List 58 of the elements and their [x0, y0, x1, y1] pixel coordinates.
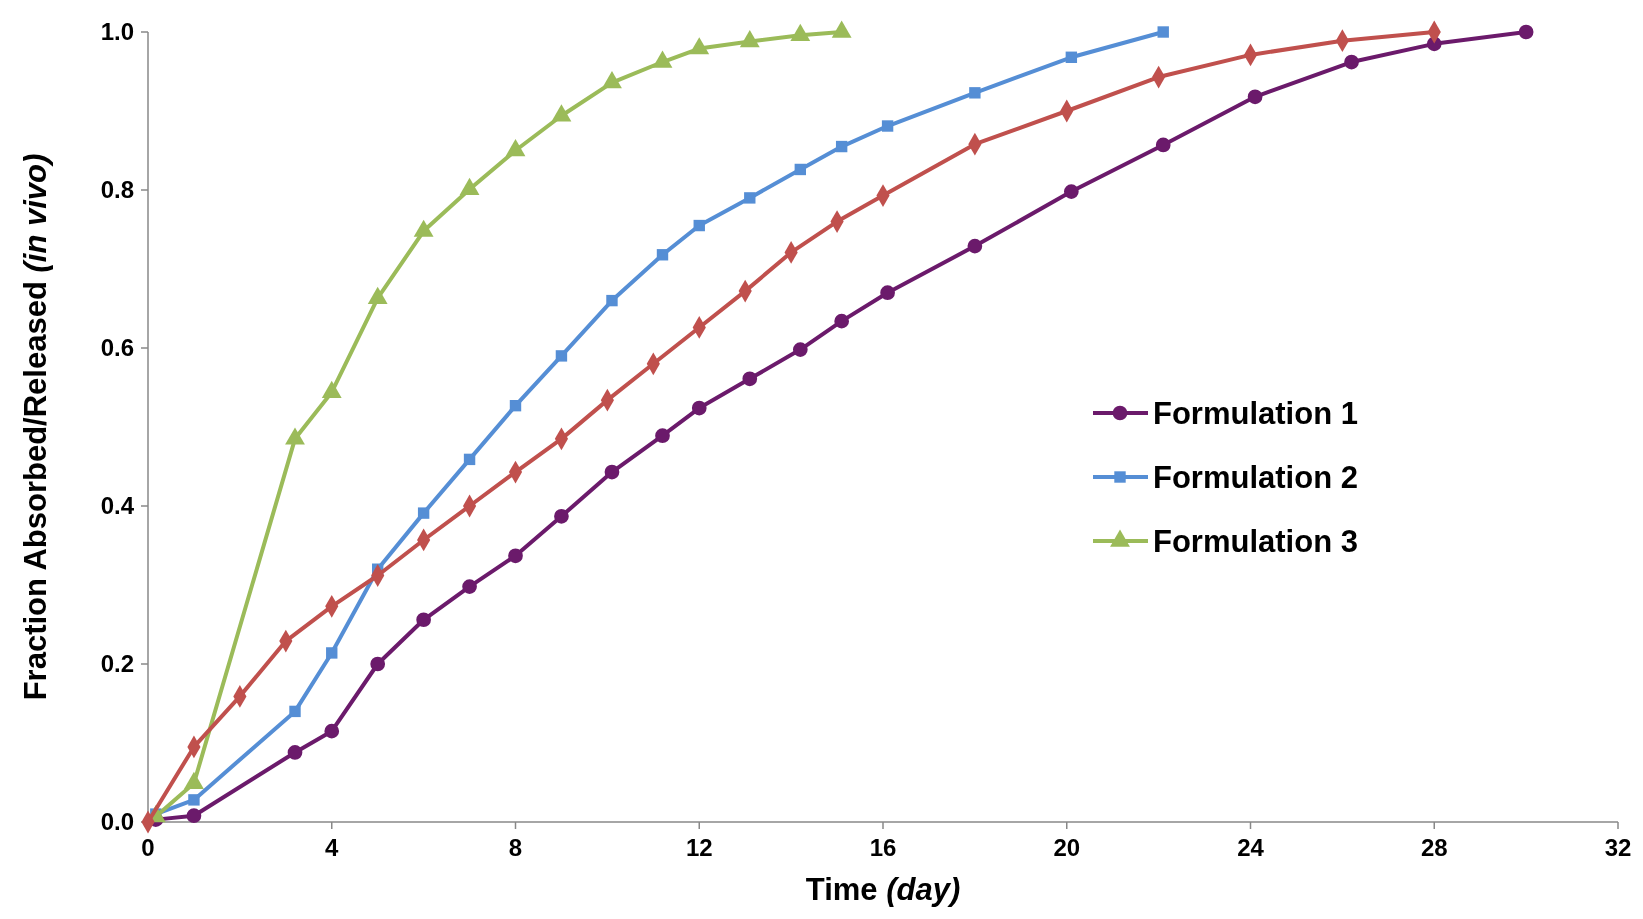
point: [792, 342, 808, 357]
x-axis-title: Time (day): [805, 872, 961, 907]
y-tick-label: 0.2: [100, 650, 134, 677]
point: [555, 350, 568, 362]
point: [655, 428, 670, 444]
x-tick-label: 8: [508, 834, 523, 861]
point: [289, 705, 301, 718]
point: [880, 285, 895, 301]
point: [326, 647, 338, 659]
y-tick-label: 0.4: [100, 492, 135, 519]
point: [693, 219, 705, 232]
x-tick-label: 32: [1604, 834, 1632, 861]
point: [554, 508, 569, 524]
point: [1157, 26, 1169, 38]
point: [1344, 54, 1359, 70]
x-tick-label: 12: [685, 834, 713, 861]
point: [604, 464, 620, 480]
point: [186, 808, 202, 824]
point: [606, 294, 618, 307]
point: [794, 163, 807, 176]
point: [508, 548, 523, 564]
point: [509, 399, 522, 412]
point: [656, 249, 669, 261]
x-tick-label: 20: [1053, 834, 1081, 861]
legend-label: Formulation 1: [1153, 396, 1358, 431]
point: [1518, 24, 1534, 40]
x-tick-label: 24: [1237, 834, 1265, 861]
point: [881, 120, 894, 132]
y-axis-title: Fraction Absorbed/Released (in vivo): [18, 153, 53, 701]
point: [417, 507, 430, 519]
point: [967, 238, 983, 254]
point: [1155, 137, 1171, 153]
y-tick-label: 1.0: [100, 18, 134, 45]
point: [969, 87, 981, 99]
y-tick-label: 0.0: [100, 808, 134, 835]
legend-label: Formulation 2: [1153, 460, 1358, 495]
y-tick-label: 0.8: [100, 176, 134, 203]
point: [416, 612, 431, 628]
legend-label: Formulation 3: [1153, 524, 1358, 559]
point: [1063, 184, 1079, 199]
point: [287, 745, 303, 760]
point: [188, 794, 200, 806]
x-tick-label: 0: [141, 834, 155, 861]
x-tick-label: 4: [325, 834, 340, 861]
point: [744, 192, 756, 204]
x-tick-label: 28: [1420, 834, 1448, 861]
point: [370, 656, 386, 672]
point: [324, 723, 340, 739]
x-tick-label: 16: [869, 834, 897, 861]
y-tick-label: 0.6: [100, 334, 134, 361]
point: [462, 579, 477, 594]
point: [1247, 89, 1263, 105]
point: [742, 371, 758, 387]
point: [1065, 51, 1078, 63]
point: [463, 453, 476, 466]
point: [835, 140, 848, 153]
point: [691, 400, 707, 416]
point: [834, 313, 850, 329]
